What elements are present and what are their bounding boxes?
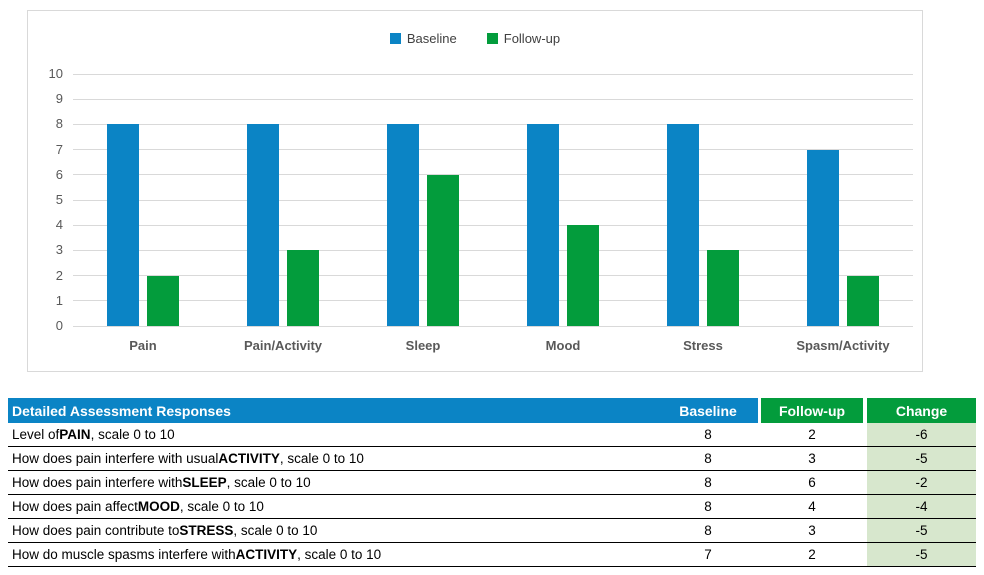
header-gap [863, 398, 867, 423]
legend-label: Baseline [406, 31, 457, 46]
bar-baseline-spasm-activity [807, 149, 839, 326]
header-gap [758, 398, 761, 423]
y-axis-tick-label: 3 [55, 242, 63, 258]
header-main-group: Detailed Assessment Responses Baseline [8, 398, 758, 423]
y-axis-tick-label: 6 [55, 166, 63, 182]
y-axis-tick-label: 8 [55, 116, 63, 132]
legend-label: Follow-up [503, 31, 561, 46]
x-axis-category-label: Pain [129, 338, 157, 353]
legend-item-follow-up: Follow-up [486, 31, 561, 46]
x-axis-category-label: Stress [683, 338, 723, 353]
baseline-column-header: Baseline [679, 402, 737, 419]
bar-baseline-stress [667, 124, 699, 326]
gridline-y3 [73, 249, 913, 251]
bar-follow-up-sleep [427, 174, 459, 326]
assessment-question: How does pain affect MOOD, scale 0 to 10 [12, 499, 264, 514]
followup-value: 2 [808, 547, 816, 562]
baseline-value: 8 [704, 499, 712, 514]
x-axis-category-label: Mood [545, 338, 581, 353]
assessment-question: How does pain interfere with SLEEP, scal… [12, 475, 311, 490]
change-value: -5 [867, 543, 976, 566]
change-value: -4 [867, 495, 976, 518]
change-value: -6 [867, 423, 976, 446]
bar-follow-up-pain [147, 275, 179, 326]
table-header-row: Detailed Assessment Responses Baseline F… [8, 398, 976, 423]
table-row: How does pain interfere with SLEEP, scal… [8, 471, 976, 495]
gridline-y5 [73, 199, 913, 201]
bar-baseline-pain [107, 124, 139, 326]
followup-value: 6 [808, 475, 816, 490]
gridline-y9 [73, 98, 913, 100]
gridline-y8 [73, 123, 913, 125]
bar-follow-up-mood [567, 225, 599, 326]
assessment-question: Level of PAIN, scale 0 to 10 [12, 427, 175, 442]
baseline-value: 8 [704, 427, 712, 442]
y-axis-tick-label: 5 [55, 192, 63, 207]
y-axis-tick-label: 4 [55, 217, 63, 233]
gridline-y1 [73, 300, 913, 302]
gridline-y6 [73, 174, 913, 176]
legend-swatch-icon [389, 33, 401, 44]
assessment-question: How do muscle spasms interfere with ACTI… [12, 547, 382, 562]
gridline-y7 [73, 149, 913, 151]
followup-value: 4 [808, 499, 816, 514]
baseline-value: 8 [704, 523, 712, 538]
bar-baseline-pain-activity [247, 124, 279, 326]
legend-swatch-icon [486, 33, 498, 44]
table-row: How does pain contribute to STRESS, scal… [8, 519, 976, 543]
x-axis-category-label: Sleep [405, 338, 441, 353]
table-row: Level of PAIN, scale 0 to 10 8 2 -6 [8, 423, 976, 447]
followup-value: 3 [808, 451, 816, 466]
gridline-y4 [73, 224, 913, 226]
followup-column-header: Follow-up [761, 398, 863, 423]
change-value: -5 [867, 447, 976, 470]
baseline-value: 7 [704, 547, 712, 562]
assessment-table: Detailed Assessment Responses Baseline F… [8, 398, 976, 567]
baseline-value: 8 [704, 451, 712, 466]
table-row: How does pain interfere with usual ACTIV… [8, 447, 976, 471]
plot-area: 0 1 2 3 4 5 6 7 8 9 10 Pain Pain/Activity Sleep Mood St… [49, 66, 913, 353]
y-axis-tick-label: 7 [55, 141, 63, 157]
table-row: How do muscle spasms interfere with ACTI… [8, 543, 976, 567]
baseline-value: 8 [704, 475, 712, 490]
followup-value: 2 [808, 427, 816, 442]
bar-baseline-sleep [387, 124, 419, 326]
assessment-question: How does pain interfere with usual ACTIV… [12, 451, 364, 466]
table-row: How does pain affect MOOD, scale 0 to 10… [8, 495, 976, 519]
bar-baseline-mood [527, 124, 559, 326]
chart-legend: Baseline Follow-up [28, 31, 922, 46]
gridline-y10 [73, 73, 913, 75]
change-value: -2 [867, 471, 976, 494]
assessment-question: How does pain contribute to STRESS, scal… [12, 523, 318, 538]
y-axis-tick-label: 10 [48, 66, 63, 81]
table-title: Detailed Assessment Responses [12, 402, 231, 419]
change-column-header: Change [867, 398, 976, 423]
followup-value: 3 [808, 523, 816, 538]
x-axis-category-label: Pain/Activity [243, 338, 323, 353]
y-axis-tick-label: 2 [55, 267, 63, 283]
bar-follow-up-stress [707, 250, 739, 326]
gridline-y0 [73, 325, 913, 327]
bar-follow-up-pain-activity [287, 250, 319, 326]
gridline-y2 [73, 275, 913, 277]
y-axis-tick-label: 1 [55, 292, 63, 308]
y-axis-tick-label: 0 [55, 318, 63, 333]
outcomes-bar-chart: Baseline Follow-up 0 1 2 3 4 5 6 7 8 9 10 Pain Pain/A… [27, 10, 923, 372]
bar-follow-up-spasm-activity [847, 275, 879, 326]
x-axis-category-label: Spasm/Activity [796, 338, 890, 353]
legend-item-baseline: Baseline [389, 31, 457, 46]
y-axis-tick-label: 9 [55, 91, 63, 107]
change-value: -5 [867, 519, 976, 542]
